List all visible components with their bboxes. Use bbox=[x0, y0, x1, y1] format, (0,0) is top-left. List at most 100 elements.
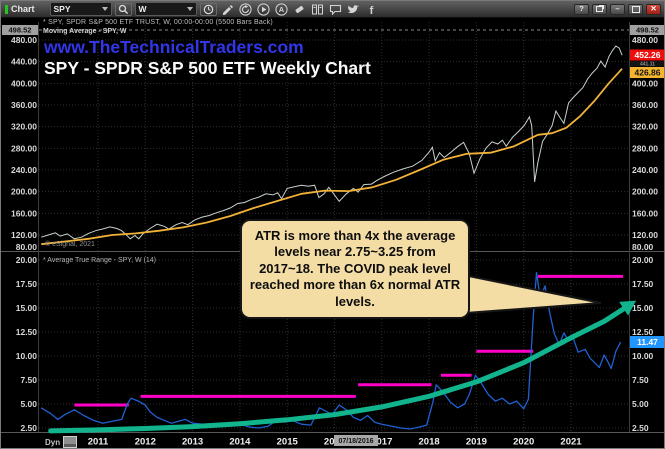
atr-series bbox=[40, 271, 622, 430]
atr-pane-label: * Average True Range - SPY, W (14) bbox=[43, 257, 156, 264]
cursor-date-badge-text: 07/18/2016 bbox=[338, 438, 373, 445]
year-label: 2012 bbox=[135, 437, 156, 448]
timeframe-combo[interactable]: W bbox=[134, 2, 197, 16]
time-settings-button[interactable] bbox=[199, 2, 217, 16]
atr-tick-left: 17.50 bbox=[16, 279, 38, 289]
toolbar: Chart SPY W A bbox=[1, 1, 664, 18]
annotate-icon[interactable]: A bbox=[274, 2, 289, 16]
price-tick-left: 80.00 bbox=[16, 242, 38, 252]
help-button[interactable]: ? bbox=[574, 3, 589, 15]
price-tick-right: 80.00 bbox=[632, 242, 654, 252]
price-tick-right: 120.00 bbox=[632, 230, 658, 240]
twitter-icon[interactable] bbox=[346, 3, 361, 16]
chevron-down-icon bbox=[186, 7, 193, 11]
indicator-info-line: Moving Average - SPY, W bbox=[43, 28, 127, 35]
atr-tick-right: 15.00 bbox=[632, 303, 654, 313]
ma-value-badge bbox=[630, 67, 664, 78]
atr-tick-right: 5.00 bbox=[632, 399, 649, 409]
price-tick-right: 320.00 bbox=[632, 122, 658, 132]
calendar-grid-icon[interactable] bbox=[63, 436, 78, 448]
clock-icon bbox=[203, 4, 213, 14]
year-label: 2020 bbox=[513, 437, 534, 448]
atr-tick-right: 20.00 bbox=[632, 255, 654, 265]
chevron-down-icon bbox=[101, 7, 108, 11]
price-tick-left: 200.00 bbox=[11, 187, 37, 197]
ma-value-badge-text: 426.86 bbox=[635, 68, 661, 78]
year-label: 2013 bbox=[182, 437, 203, 448]
symbol-search-button[interactable] bbox=[114, 2, 132, 16]
atr-tick-left: 12.50 bbox=[16, 327, 38, 337]
year-label: 2019 bbox=[466, 437, 487, 448]
symbol-value: SPY bbox=[53, 4, 71, 14]
price-tick-left: 120.00 bbox=[11, 230, 37, 240]
maximize-icon bbox=[631, 5, 640, 13]
refresh-icon[interactable] bbox=[238, 2, 253, 16]
price-tick-right: 400.00 bbox=[632, 78, 658, 88]
atr-tick-left: 7.50 bbox=[20, 375, 37, 385]
session-high-badge-right bbox=[630, 25, 664, 35]
session-high-badge-left bbox=[2, 25, 38, 35]
facebook-icon[interactable]: f bbox=[364, 3, 379, 16]
last-price-badge bbox=[630, 49, 664, 61]
play-icon[interactable] bbox=[256, 2, 271, 16]
dyn-scale-control[interactable]: Dyn bbox=[45, 436, 78, 448]
eraser-icon[interactable] bbox=[292, 3, 307, 16]
last-price-badge-text: 452.26 bbox=[635, 50, 661, 60]
chat-icon[interactable] bbox=[328, 3, 343, 16]
year-label: 2011 bbox=[88, 437, 109, 448]
layout-icon[interactable] bbox=[310, 3, 325, 16]
atr-tick-left: 2.50 bbox=[20, 423, 37, 433]
copyright-note: © eSignal, 2021 bbox=[45, 241, 95, 248]
price-tick-left: 400.00 bbox=[11, 78, 37, 88]
year-label: 2018 bbox=[419, 437, 440, 448]
moving-average-line bbox=[41, 68, 623, 246]
price-tick-left: 440.00 bbox=[11, 57, 37, 67]
trend-arrow-line bbox=[48, 303, 631, 434]
year-label: 2021 bbox=[560, 437, 582, 448]
year-label: 2015 bbox=[277, 437, 299, 448]
atr-tick-left: 15.00 bbox=[16, 303, 38, 313]
atr-tick-right: 10.00 bbox=[632, 351, 654, 361]
price-tick-left: 320.00 bbox=[11, 122, 37, 132]
year-label: 2014 bbox=[229, 437, 251, 448]
timeframe-value: W bbox=[138, 4, 147, 14]
atr-value-badge-text: 11.47 bbox=[637, 337, 658, 347]
website-watermark: www.TheTechnicalTraders.com bbox=[44, 37, 304, 57]
price-series bbox=[41, 45, 623, 240]
app-title: Chart bbox=[11, 4, 35, 14]
search-icon bbox=[118, 4, 128, 14]
minimize-button[interactable]: – bbox=[610, 3, 625, 15]
cursor-date-badge bbox=[334, 435, 378, 446]
atr-tick-right: 2.50 bbox=[632, 423, 649, 433]
atr-tick-right: 17.50 bbox=[632, 279, 654, 289]
price-tick-left: 240.00 bbox=[11, 165, 37, 175]
year-label: 2017 bbox=[371, 437, 392, 448]
trend-arrowhead bbox=[619, 300, 637, 316]
status-led-icon bbox=[5, 4, 8, 14]
chart-area[interactable]: 480.00 480.00 440.00 400.00 400.00 360.00 360.… bbox=[1, 18, 664, 448]
price-tick-right: 200.00 bbox=[632, 187, 658, 197]
page-title: SPY - SPDR S&P 500 ETF Weekly Chart bbox=[44, 58, 371, 78]
atr-value-badge bbox=[630, 336, 664, 348]
maximize-button[interactable] bbox=[628, 3, 643, 15]
symbol-combo[interactable]: SPY bbox=[49, 2, 112, 16]
pencil-icon[interactable] bbox=[220, 3, 235, 16]
annotation-callout: ATR is more than 4x the average levels n… bbox=[240, 219, 470, 319]
atr-tick-left: 5.00 bbox=[20, 399, 37, 409]
price-tick-right: 360.00 bbox=[632, 100, 658, 110]
price-tick-left: 480.00 bbox=[11, 35, 37, 45]
restore-button[interactable] bbox=[592, 3, 607, 15]
price-tick-left: 360.00 bbox=[11, 100, 37, 110]
price-tick-right: 240.00 bbox=[632, 165, 658, 175]
price-tick-right: 280.00 bbox=[632, 143, 658, 153]
atr-tick-right: 7.50 bbox=[632, 375, 649, 385]
prev-level-badge bbox=[630, 61, 664, 67]
atr-tick-left: 20.00 bbox=[16, 255, 38, 265]
prev-level-badge-text: 441.11 bbox=[640, 62, 655, 68]
dyn-label: Dyn bbox=[45, 437, 61, 447]
close-button[interactable]: ✕ bbox=[646, 3, 661, 15]
session-high-badge-left-text: 498.52 bbox=[9, 26, 32, 35]
atr-tick-right: 12.50 bbox=[632, 327, 654, 337]
atr-tick-left: 10.00 bbox=[16, 351, 38, 361]
svg-text:A: A bbox=[278, 5, 284, 14]
